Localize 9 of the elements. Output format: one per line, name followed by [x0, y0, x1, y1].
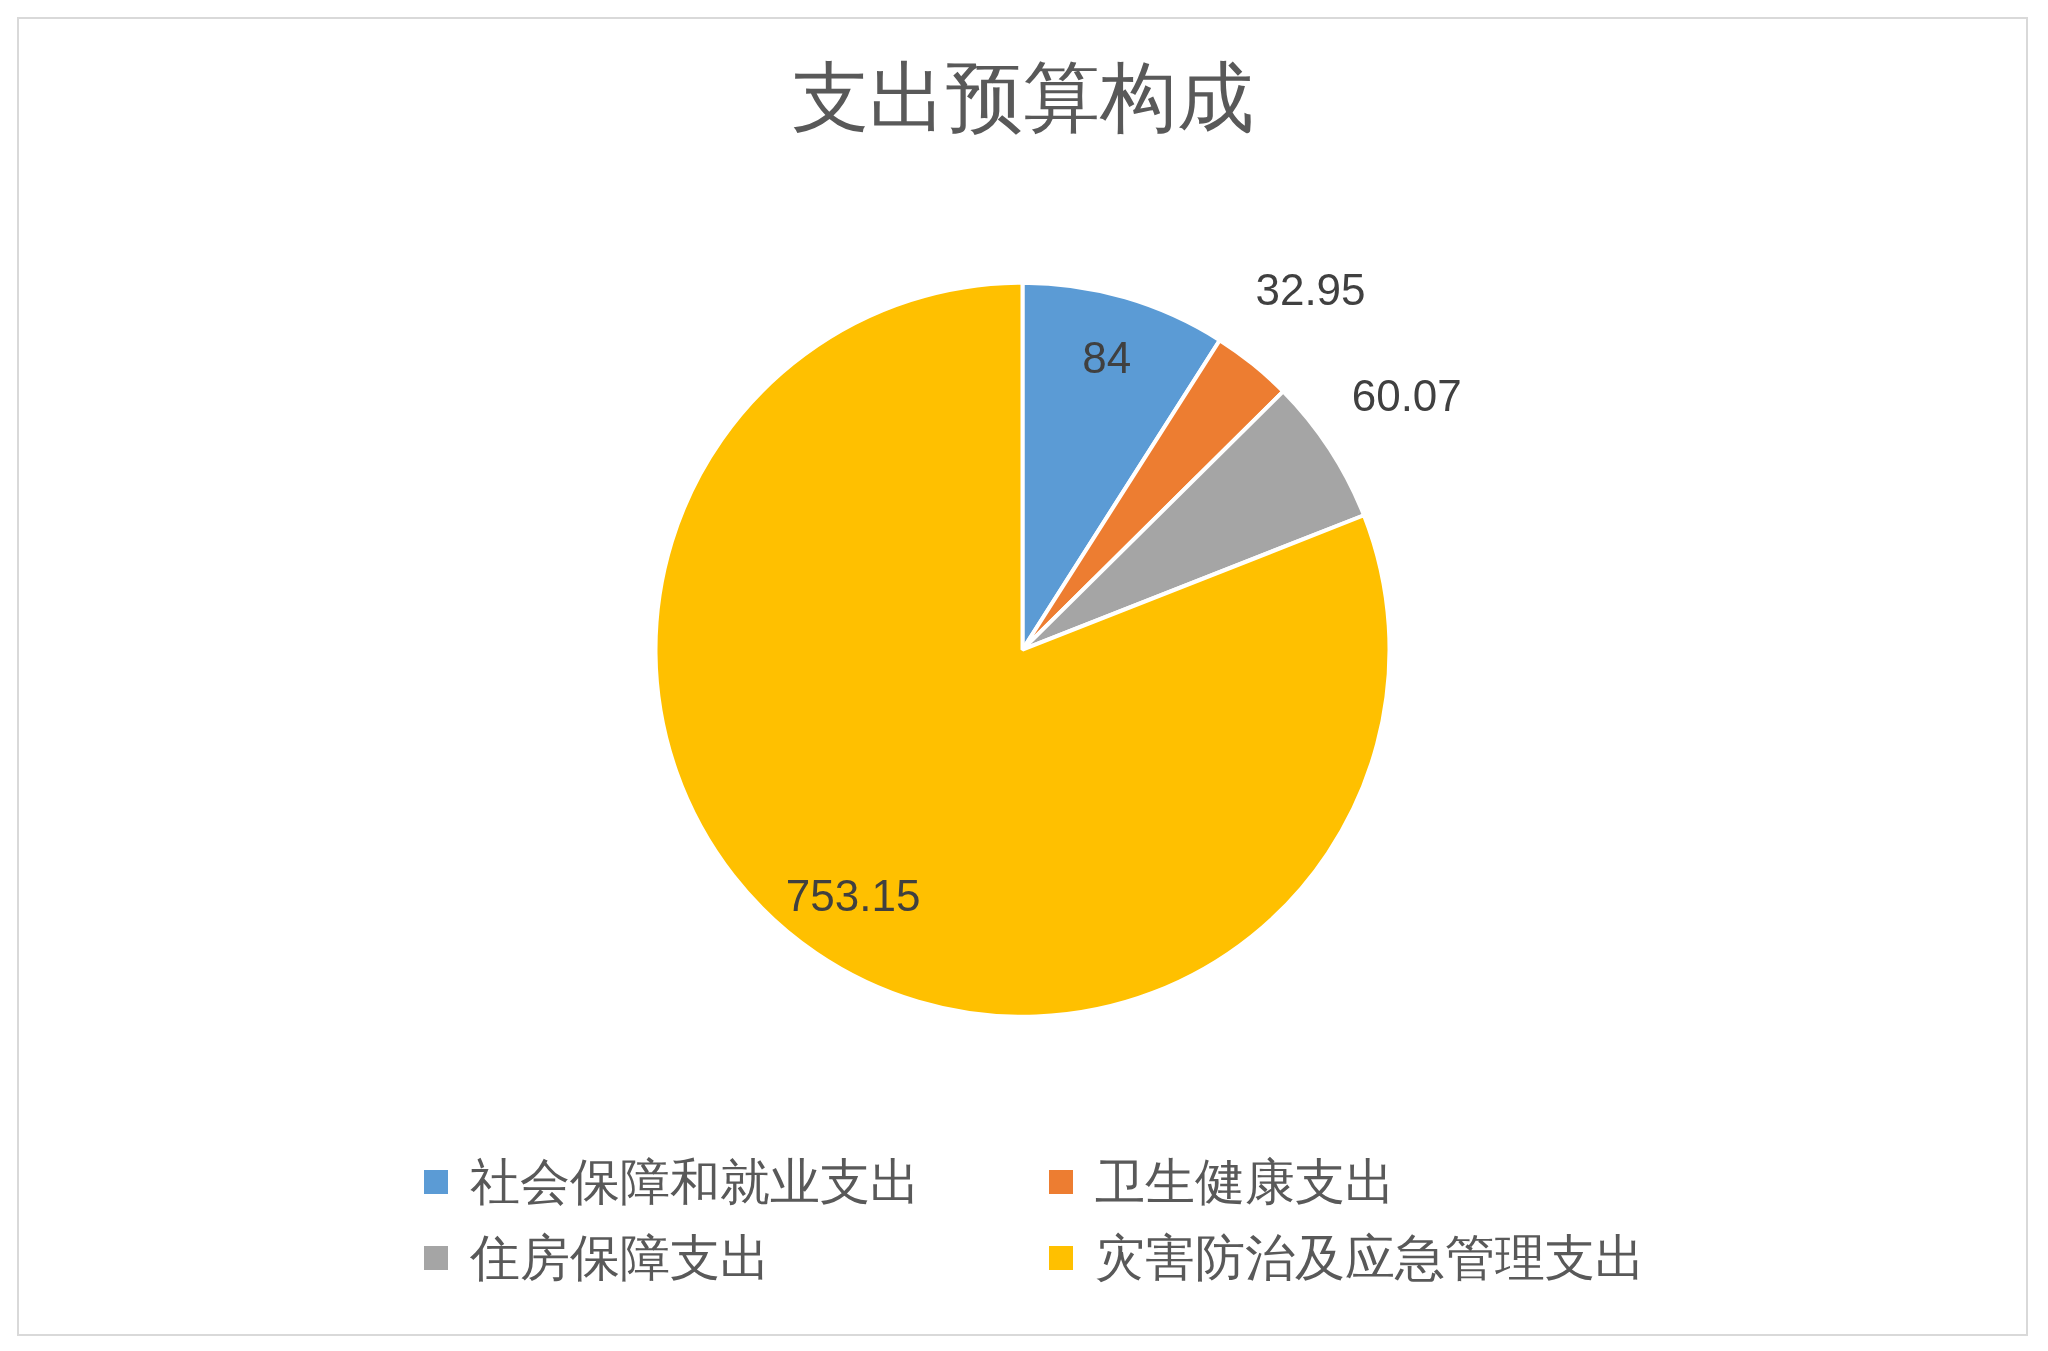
data-label: 32.95	[1255, 264, 1366, 314]
legend-label: 住房保障支出	[470, 1229, 770, 1288]
data-label: 60.07	[1351, 371, 1462, 421]
legend-label: 卫生健康支出	[1095, 1153, 1395, 1212]
chart-title: 支出预算构成	[791, 55, 1254, 142]
legend-label: 社会保障和就业支出	[470, 1153, 920, 1212]
data-label: 753.15	[785, 870, 921, 920]
legend-label: 灾害防治及应急管理支出	[1095, 1229, 1645, 1288]
data-label: 84	[1082, 332, 1132, 382]
